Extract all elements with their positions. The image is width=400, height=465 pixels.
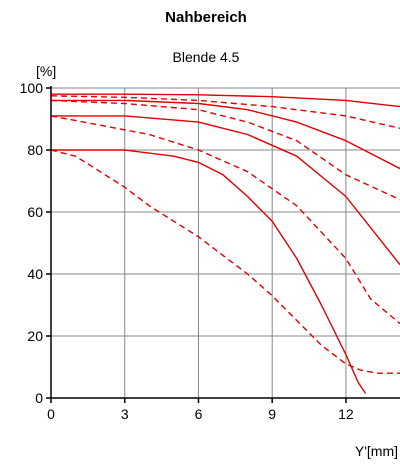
y-tick-label: 40 [27, 266, 43, 282]
x-tick-label: 0 [47, 406, 55, 422]
grid [51, 87, 400, 398]
series-8-dashed [50, 149, 400, 374]
chart-title: Nahbereich [165, 9, 247, 26]
x-tick-label: 9 [268, 406, 276, 422]
y-tick-label: 60 [27, 204, 43, 220]
x-tick-label: 12 [338, 406, 354, 422]
chart-subtitle: Blende 4.5 [173, 49, 240, 65]
series-6-dashed [50, 115, 400, 325]
y-tick-label: 100 [20, 80, 44, 96]
y-tick-label: 20 [27, 328, 43, 344]
series-4-dashed [50, 99, 400, 201]
y-axis-label: [%] [36, 63, 56, 79]
y-tick-label: 0 [35, 390, 43, 406]
x-tick-label: 6 [195, 406, 203, 422]
y-tick-label: 80 [27, 142, 43, 158]
axes [46, 86, 400, 403]
x-axis-label: Y'[mm] [355, 443, 398, 459]
series-group [50, 93, 400, 394]
x-tick-label: 3 [121, 406, 129, 422]
series-3-solid [51, 99, 400, 170]
series-5-solid [51, 115, 400, 266]
series-2-dashed [50, 95, 400, 129]
series-7-solid [51, 149, 367, 394]
series-1-solid [51, 93, 400, 108]
tick-labels: 0 20 40 60 80 100 0 3 6 9 12 [20, 80, 354, 422]
